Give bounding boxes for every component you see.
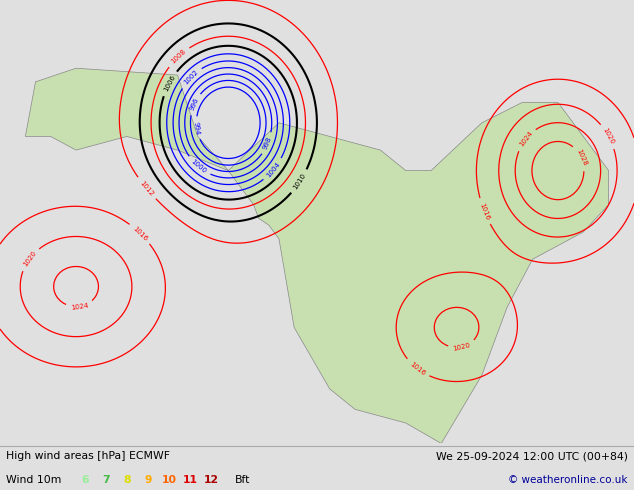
Text: 994: 994 (193, 121, 200, 135)
Text: 6: 6 (82, 475, 89, 485)
Text: 1024: 1024 (70, 302, 89, 311)
Text: 1020: 1020 (22, 250, 37, 268)
Text: 1020: 1020 (602, 127, 616, 146)
Polygon shape (25, 68, 609, 443)
Text: 1016: 1016 (478, 202, 491, 221)
Text: 1010: 1010 (292, 172, 307, 191)
Text: Bft: Bft (235, 475, 250, 485)
Text: High wind areas [hPa] ECMWF: High wind areas [hPa] ECMWF (6, 451, 171, 462)
Text: 12: 12 (204, 475, 219, 485)
Text: 1004: 1004 (266, 161, 281, 178)
Text: © weatheronline.co.uk: © weatheronline.co.uk (508, 475, 628, 485)
Text: 1008: 1008 (170, 49, 187, 65)
Text: 1016: 1016 (132, 225, 149, 242)
Text: Wind 10m: Wind 10m (6, 475, 61, 485)
Text: 996: 996 (189, 97, 200, 111)
Text: 11: 11 (183, 475, 198, 485)
Text: 1020: 1020 (453, 342, 471, 352)
Text: 9: 9 (145, 475, 152, 485)
Text: 8: 8 (124, 475, 131, 485)
Text: 10: 10 (162, 475, 177, 485)
Text: 1006: 1006 (162, 74, 176, 93)
Text: 1024: 1024 (518, 130, 533, 148)
Text: We 25-09-2024 12:00 UTC (00+84): We 25-09-2024 12:00 UTC (00+84) (436, 451, 628, 462)
Text: 7: 7 (103, 475, 110, 485)
Text: 1012: 1012 (139, 179, 155, 197)
Text: 1028: 1028 (575, 148, 588, 167)
Text: 1016: 1016 (408, 361, 426, 376)
Text: 998: 998 (262, 136, 273, 151)
Text: 1002: 1002 (183, 69, 199, 86)
Text: 1000: 1000 (190, 159, 207, 175)
